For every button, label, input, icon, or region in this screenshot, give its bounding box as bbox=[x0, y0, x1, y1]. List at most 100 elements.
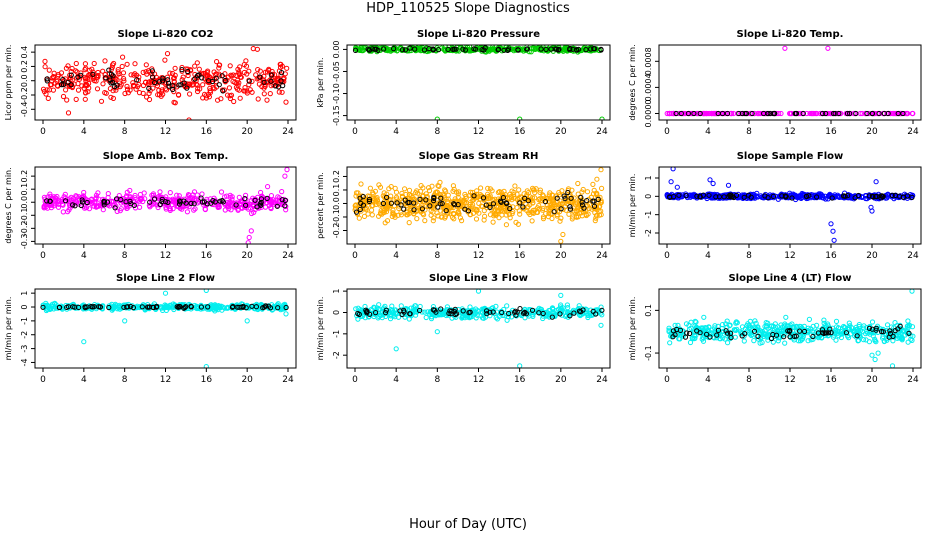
data-point bbox=[598, 167, 604, 173]
data-point bbox=[805, 338, 811, 344]
x-tick-label: 4 bbox=[705, 251, 711, 261]
x-tick-label: 12 bbox=[160, 375, 171, 385]
data-point bbox=[110, 95, 117, 102]
data-point bbox=[490, 201, 496, 207]
data-point bbox=[853, 110, 859, 117]
data-point bbox=[222, 77, 228, 84]
data-point bbox=[567, 206, 574, 212]
data-point bbox=[163, 199, 169, 205]
data-point bbox=[399, 190, 405, 196]
data-point bbox=[431, 215, 437, 221]
data-point bbox=[105, 191, 111, 197]
data-point bbox=[358, 181, 364, 187]
y-tick-label: 0.4 bbox=[20, 46, 29, 59]
data-point bbox=[167, 190, 173, 196]
data-point bbox=[741, 194, 747, 200]
data-point bbox=[444, 199, 450, 205]
data-point bbox=[528, 310, 535, 316]
data-point bbox=[496, 215, 502, 221]
data-point bbox=[707, 177, 713, 183]
data-point bbox=[460, 308, 466, 314]
data-point bbox=[870, 194, 876, 200]
data-point bbox=[810, 323, 816, 329]
data-point bbox=[227, 93, 233, 99]
data-point bbox=[757, 328, 764, 334]
data-point bbox=[160, 78, 166, 84]
data-point bbox=[120, 70, 127, 76]
data-point bbox=[466, 310, 472, 316]
data-point bbox=[176, 193, 182, 199]
y-tick-label: -0.10 bbox=[332, 83, 341, 104]
data-point bbox=[755, 333, 761, 339]
data-point bbox=[886, 334, 892, 340]
data-point bbox=[508, 310, 514, 316]
data-point bbox=[554, 307, 560, 314]
data-point bbox=[423, 314, 429, 321]
data-point bbox=[728, 192, 734, 198]
points-group bbox=[664, 167, 916, 243]
data-point bbox=[887, 110, 893, 117]
data-point bbox=[436, 47, 442, 53]
y-tick-label: 0.0004 bbox=[644, 73, 653, 101]
data-point bbox=[596, 212, 603, 218]
data-point bbox=[892, 320, 898, 326]
data-point bbox=[525, 198, 531, 204]
data-point bbox=[412, 46, 418, 52]
data-point bbox=[279, 189, 285, 195]
x-tick-label: 8 bbox=[746, 127, 752, 137]
data-point bbox=[380, 200, 386, 207]
data-point bbox=[383, 209, 390, 215]
data-point bbox=[668, 333, 674, 339]
data-point bbox=[517, 306, 523, 312]
data-point bbox=[485, 185, 491, 191]
data-point bbox=[453, 314, 459, 320]
x-tick-label: 16 bbox=[825, 251, 837, 261]
data-point bbox=[683, 193, 689, 199]
data-point bbox=[457, 215, 463, 221]
data-point bbox=[564, 201, 570, 207]
data-point bbox=[259, 193, 265, 199]
data-point bbox=[194, 305, 200, 312]
data-point bbox=[65, 63, 71, 69]
data-point bbox=[704, 331, 710, 337]
data-point bbox=[386, 186, 392, 192]
data-point bbox=[366, 47, 372, 53]
panel-5: Slope Gas Stream RH percent per min. 0 4 8 12… bbox=[316, 151, 611, 261]
data-point bbox=[555, 47, 561, 53]
data-point bbox=[49, 301, 56, 307]
data-point bbox=[797, 328, 803, 334]
data-point bbox=[446, 45, 452, 50]
data-point bbox=[739, 333, 745, 339]
data-point bbox=[354, 210, 361, 216]
x-tick-label: 24 bbox=[907, 375, 919, 385]
x-tick-label: 8 bbox=[122, 127, 128, 137]
data-point bbox=[146, 85, 152, 92]
data-point bbox=[434, 116, 440, 120]
data-point bbox=[687, 339, 694, 346]
data-point bbox=[396, 314, 402, 320]
data-point bbox=[517, 211, 523, 217]
y-tick-label: -0.2 bbox=[20, 221, 29, 237]
data-point bbox=[179, 64, 185, 71]
data-point bbox=[728, 330, 734, 336]
data-point bbox=[57, 304, 63, 310]
y-tick-label: -0.4 bbox=[20, 101, 29, 117]
data-point bbox=[243, 202, 249, 208]
data-point bbox=[841, 323, 847, 330]
data-point bbox=[384, 46, 390, 52]
data-point bbox=[383, 310, 389, 316]
data-point bbox=[159, 87, 165, 93]
data-point bbox=[110, 73, 116, 79]
data-point bbox=[402, 197, 408, 203]
data-point bbox=[578, 194, 584, 200]
data-point bbox=[240, 304, 246, 310]
data-point bbox=[431, 195, 437, 201]
data-point bbox=[279, 89, 285, 95]
data-point bbox=[869, 352, 875, 358]
data-point bbox=[787, 327, 793, 334]
data-point bbox=[96, 196, 102, 202]
x-tick-label: 16 bbox=[201, 251, 213, 261]
data-point bbox=[894, 335, 900, 341]
data-point bbox=[536, 197, 542, 203]
data-point bbox=[80, 199, 86, 205]
